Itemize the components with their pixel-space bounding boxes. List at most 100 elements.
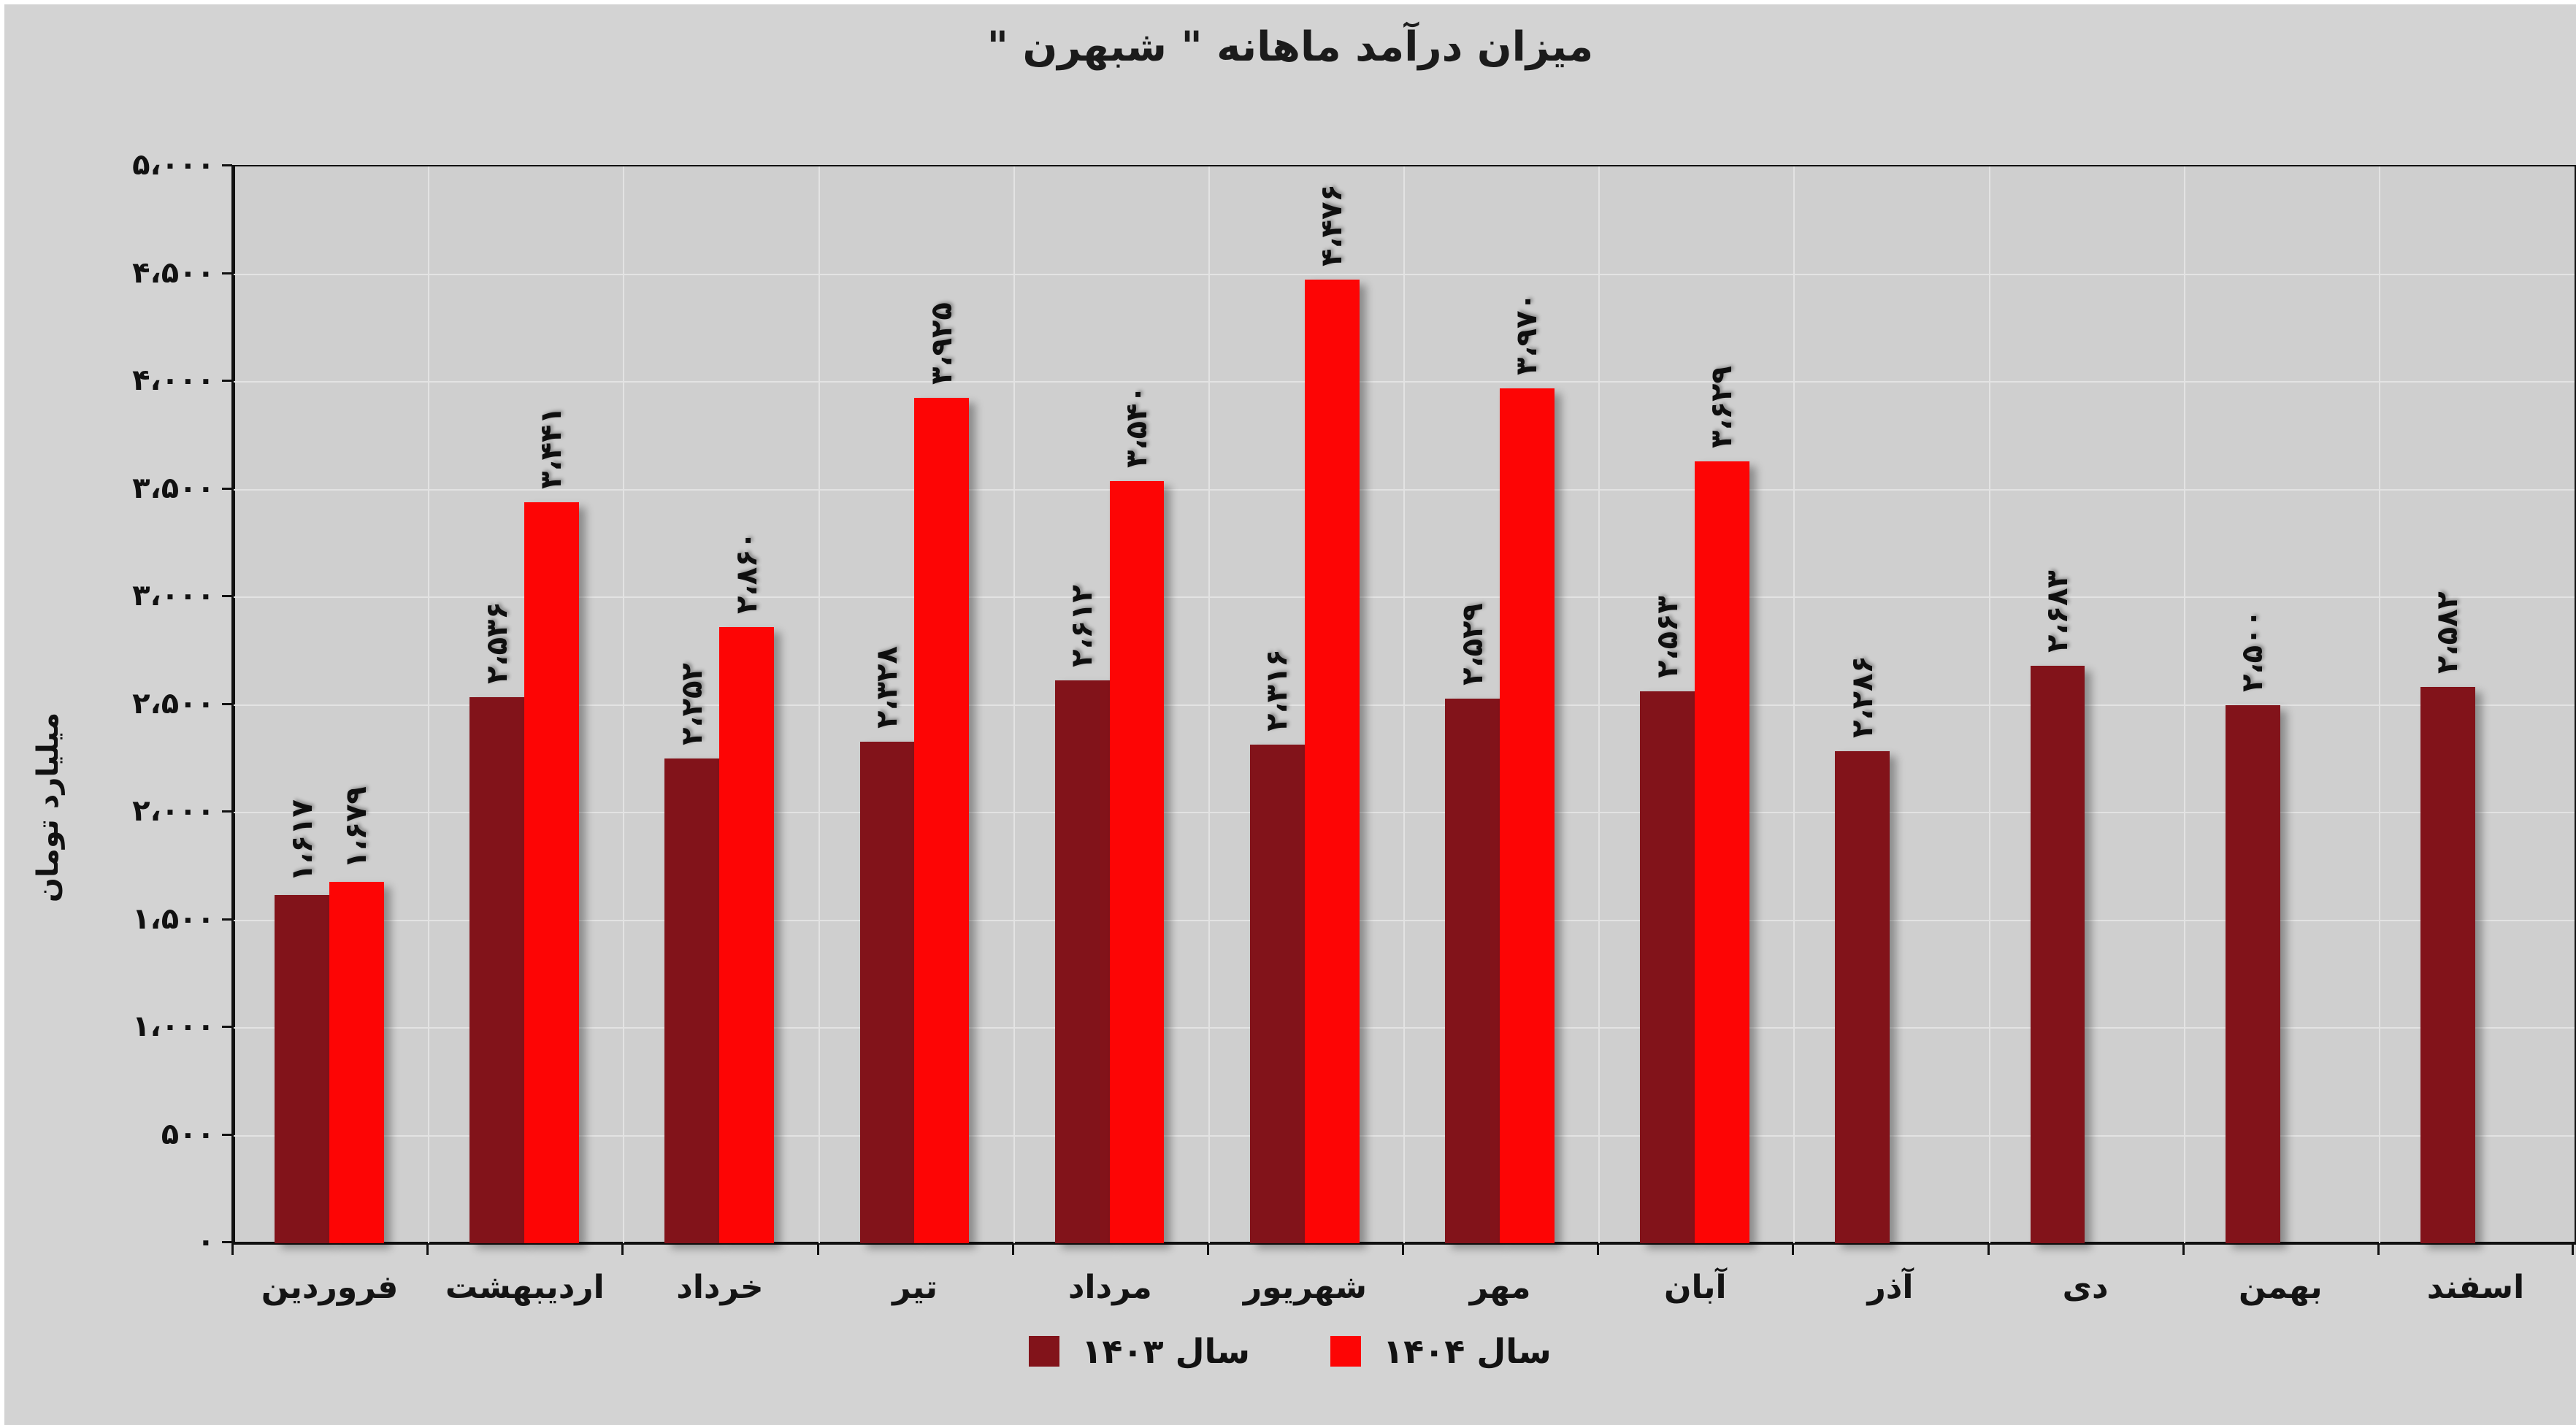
y-tick-label: ۱،۵۰۰ <box>132 902 215 936</box>
x-axis-month-label: مهر <box>1469 1269 1531 1306</box>
bar-1403 <box>1249 744 1305 1243</box>
chart-title: میزان درآمد ماهانه " شبهرن " <box>986 23 1594 71</box>
bar-value-label: ۲،۵۳۶ <box>480 602 514 684</box>
y-tick-mark <box>222 1026 232 1028</box>
bar-1404 <box>1695 461 1749 1243</box>
bar-value-label: ۲،۵۶۳ <box>1650 596 1684 678</box>
v-gridline <box>2378 166 2380 1243</box>
legend: سال ۱۴۰۳ سال ۱۴۰۴ <box>4 1332 2576 1371</box>
y-tick-mark <box>222 702 232 705</box>
bar-value-label: ۲،۸۶۰ <box>729 531 764 615</box>
y-tick-label: ۴،۰۰۰ <box>132 364 215 397</box>
v-gridline <box>1208 166 1210 1243</box>
bar-1404 <box>1304 279 1360 1243</box>
legend-item-1403: سال ۱۴۰۳ <box>1029 1332 1250 1371</box>
bar-value-label: ۲،۳۱۶ <box>1260 648 1295 731</box>
bar-1404 <box>719 627 775 1243</box>
x-tick-mark <box>1206 1243 1209 1255</box>
y-tick-mark <box>222 272 232 274</box>
x-tick-mark <box>2572 1243 2574 1255</box>
v-gridline <box>623 166 625 1243</box>
bar-value-label: ۱،۶۷۹ <box>340 786 374 869</box>
v-gridline <box>1793 166 1795 1243</box>
v-gridline <box>428 166 430 1243</box>
x-axis-month-label: آبان <box>1663 1269 1727 1306</box>
bar-1403 <box>469 696 525 1243</box>
v-gridline <box>1598 166 1601 1243</box>
x-axis-month-label: دی <box>2062 1269 2109 1306</box>
y-tick-mark <box>222 487 232 490</box>
x-tick-mark <box>231 1243 234 1255</box>
legend-swatch-icon <box>1029 1336 1060 1367</box>
bar-1403 <box>275 895 329 1243</box>
x-axis-month-label: تیر <box>892 1269 938 1306</box>
x-tick-mark <box>426 1243 429 1255</box>
x-axis-month-label: خرداد <box>676 1269 764 1306</box>
bar-1403 <box>1640 691 1695 1243</box>
y-tick-mark <box>222 380 232 382</box>
v-gridline <box>1988 166 1990 1243</box>
legend-label: سال ۱۴۰۴ <box>1383 1332 1552 1371</box>
y-tick-label: ۰ <box>196 1225 215 1259</box>
x-tick-mark <box>1792 1243 1795 1255</box>
bar-value-label: ۲،۵۸۲ <box>2431 591 2465 675</box>
bar-1403 <box>664 758 720 1243</box>
bar-value-label: ۳،۴۴۱ <box>534 407 569 489</box>
legend-label: سال ۱۴۰۳ <box>1081 1332 1250 1371</box>
bar-1403 <box>859 742 915 1243</box>
y-tick-label: ۵۰۰ <box>161 1117 215 1151</box>
bar-value-label: ۴،۴۷۶ <box>1315 183 1349 266</box>
bar-1403 <box>2420 687 2475 1243</box>
bar-1403 <box>2030 665 2085 1243</box>
x-axis-line <box>232 1242 2576 1245</box>
y-tick-label: ۱،۰۰۰ <box>132 1010 215 1043</box>
v-gridline <box>2183 166 2185 1243</box>
x-tick-mark <box>816 1243 819 1255</box>
x-axis-month-label: اردیبهشت <box>445 1269 605 1306</box>
y-tick-mark <box>222 1241 232 1243</box>
bar-value-label: ۲،۶۱۲ <box>1065 585 1100 668</box>
bar-value-label: ۲،۲۵۲ <box>675 662 709 745</box>
y-tick-mark <box>222 1133 232 1136</box>
x-tick-mark <box>621 1243 624 1255</box>
y-tick-label: ۳،۰۰۰ <box>132 579 215 612</box>
x-axis-month-label: مرداد <box>1067 1269 1152 1306</box>
legend-item-1404: سال ۱۴۰۴ <box>1330 1332 1552 1371</box>
bar-value-label: ۲،۵۰۰ <box>2236 609 2270 692</box>
bar-1403 <box>1835 750 1890 1243</box>
v-gridline <box>818 166 820 1243</box>
bar-value-label: ۲،۶۸۳ <box>2041 569 2074 653</box>
bar-value-label: ۲،۳۲۸ <box>870 646 904 729</box>
legend-swatch-icon <box>1330 1336 1361 1367</box>
y-axis-line <box>231 165 235 1245</box>
y-tick-label: ۲،۵۰۰ <box>132 686 215 721</box>
x-tick-mark <box>1402 1243 1404 1255</box>
bar-value-label: ۱،۶۱۷ <box>285 799 319 882</box>
bar-1403 <box>2225 704 2280 1243</box>
x-tick-mark <box>2182 1243 2185 1255</box>
bar-1404 <box>914 398 970 1243</box>
x-axis-month-labels: فروردین اردیبهشت خرداد تیر مرداد شهریور مهر آبا… <box>232 1269 2573 1306</box>
bar-value-label: ۳،۹۷۰ <box>1510 293 1544 375</box>
x-axis-month-label: اسفند <box>2426 1269 2525 1306</box>
y-tick-mark <box>222 164 232 166</box>
bar-1404 <box>1499 388 1555 1243</box>
x-tick-mark <box>1011 1243 1014 1255</box>
y-tick-label: ۳،۵۰۰ <box>132 471 215 505</box>
y-tick-mark <box>222 918 232 921</box>
x-tick-mark <box>1987 1243 1990 1255</box>
bar-1403 <box>1445 698 1500 1243</box>
bar-value-label: ۲،۵۲۹ <box>1455 603 1490 685</box>
y-tick-label: ۴،۵۰۰ <box>132 256 215 290</box>
x-axis-month-label: شهریور <box>1243 1269 1367 1306</box>
x-tick-mark <box>1597 1243 1600 1255</box>
bar-1403 <box>1054 680 1110 1243</box>
bar-1404 <box>1109 480 1165 1243</box>
y-tick-mark <box>222 810 232 813</box>
bar-1404 <box>329 881 384 1243</box>
v-gridline <box>1403 166 1405 1243</box>
bar-1404 <box>524 502 579 1243</box>
x-axis-month-label: بهمن <box>2238 1269 2323 1306</box>
plot-area: ۱،۶۱۷ ۱،۶۷۹ ۲،۵۳۶ ۳،۴۴۱ ۲،۲۵۲ ۲،۸۶۰ ۲،۳۲۸ ۳،۹۲۵… <box>231 165 2576 1245</box>
